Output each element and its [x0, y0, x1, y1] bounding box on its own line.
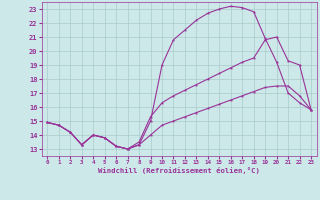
X-axis label: Windchill (Refroidissement éolien,°C): Windchill (Refroidissement éolien,°C)	[98, 167, 260, 174]
